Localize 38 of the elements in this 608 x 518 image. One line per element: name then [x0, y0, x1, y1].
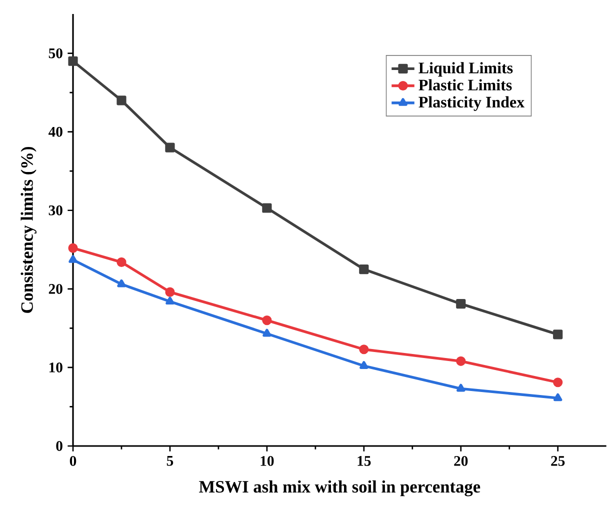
- point: [116, 96, 126, 106]
- y-tick-label: 10: [49, 362, 62, 372]
- y-tick-label: 0: [56, 441, 62, 451]
- point: [262, 203, 272, 213]
- point: [68, 243, 78, 253]
- point: [262, 316, 272, 326]
- x-tick-label: 15: [358, 456, 371, 466]
- y-tick-label: 30: [48, 205, 62, 216]
- point: [456, 299, 466, 309]
- point: [262, 328, 272, 337]
- point: [116, 257, 126, 267]
- point: [359, 264, 369, 274]
- point: [117, 279, 126, 288]
- point: [68, 255, 78, 263]
- point: [456, 384, 466, 392]
- legend-label: Liquid Limits: [418, 62, 513, 77]
- point: [359, 344, 369, 354]
- point: [360, 361, 368, 369]
- x-tick-label: 0: [70, 456, 76, 466]
- point: [553, 378, 563, 388]
- point: [553, 330, 563, 340]
- point: [165, 142, 175, 152]
- legend-label: Plastic Limits: [418, 79, 512, 90]
- point: [165, 287, 175, 297]
- x-tick-label: 25: [551, 456, 565, 466]
- y-tick-label: 20: [48, 284, 62, 294]
- point: [68, 56, 78, 66]
- point: [166, 296, 174, 305]
- x-tick-label: 5: [166, 456, 174, 466]
- y-tick-label: 50: [48, 48, 62, 58]
- legend-label: Plasticity Index: [418, 96, 524, 111]
- y-tick-label: 40: [48, 126, 62, 137]
- point: [554, 393, 562, 402]
- x-tick-label: 10: [260, 456, 274, 466]
- x-tick-label: 20: [454, 456, 468, 466]
- point: [456, 356, 466, 366]
- y-axis-title: Consistency limits (%): [20, 146, 36, 313]
- x-axis-title: MSWI ash mix with soil in percentage: [199, 480, 480, 496]
